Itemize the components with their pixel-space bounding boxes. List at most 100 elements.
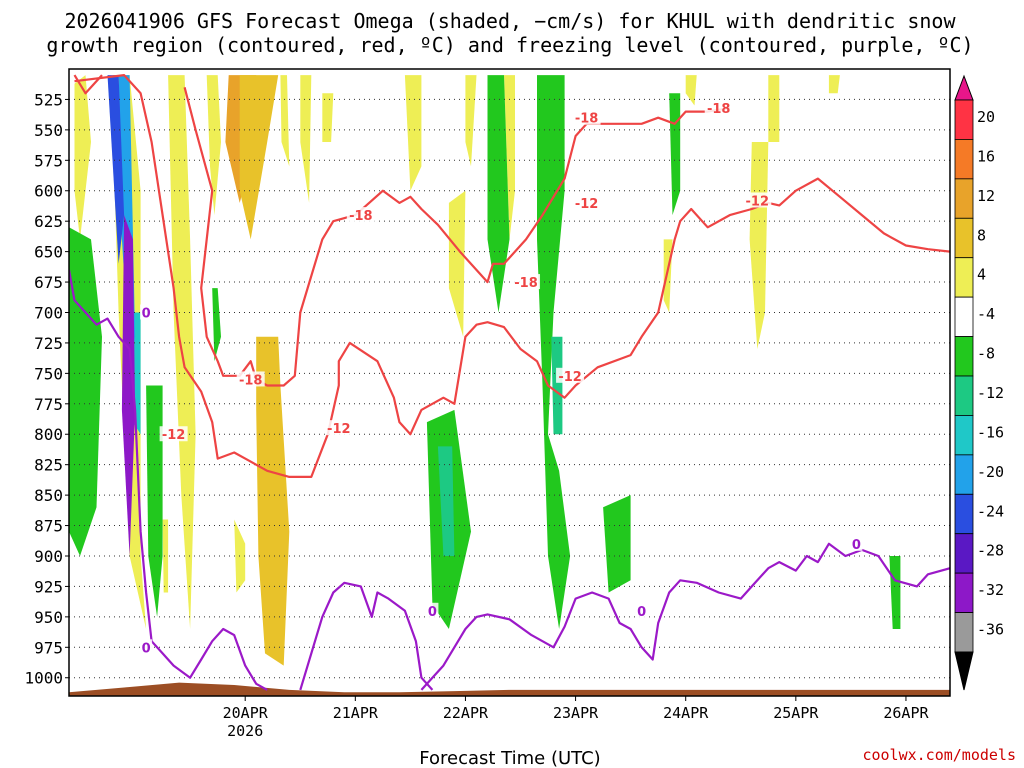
omega-region-22 (69, 227, 102, 557)
colorbar-tick--4: -4 (977, 305, 995, 323)
x-axis-title: Forecast Time (UTC) (419, 748, 600, 768)
y-tick-label-700: 700 (34, 303, 63, 322)
omega-region-20 (685, 75, 697, 106)
colorbar-swatch-5 (954, 296, 974, 337)
y-tick-label-850: 850 (34, 486, 63, 505)
y-tick-label-1000: 1000 (24, 669, 63, 688)
contour-label-0-1: 0 (142, 641, 151, 656)
colorbar-tick-8: 8 (977, 226, 986, 244)
colorbar-tick--24: -24 (977, 502, 1004, 520)
colorbar-swatch-6 (954, 336, 974, 377)
colorbar-swatch-1 (954, 139, 974, 180)
contour-label-bg--12-3 (572, 194, 601, 210)
omega-region-14 (404, 75, 422, 191)
y-axis-ticks: 525 550 575 600 625 650 675 700 725 750 775 800 825 8… (24, 90, 69, 688)
colorbar-tick--16: -16 (977, 423, 1004, 441)
contour-label--18-3: -18 (575, 112, 599, 127)
omega-region-6 (239, 75, 279, 240)
omega-region-19 (828, 75, 840, 94)
contour-label-bg-0-4 (850, 535, 863, 551)
colorbar-tick--32: -32 (977, 581, 1004, 599)
contour-label--18-1: -18 (349, 209, 373, 224)
omega-region-3 (206, 75, 221, 216)
contour-label--18-4: -18 (707, 102, 731, 117)
colorbar-swatch-4 (954, 257, 974, 298)
x-tick-sublabel-20APR: 2026 (227, 722, 263, 740)
omega-region-17 (749, 142, 769, 349)
colorbar-swatch-7 (954, 375, 974, 416)
omega-region-36 (121, 215, 136, 556)
colorbar-tick--36: -36 (977, 621, 1004, 639)
contour-0-1 (299, 581, 434, 691)
omega-region-4 (162, 519, 169, 593)
colorbar-tick-12: 12 (977, 187, 995, 205)
contour-label-bg--18-2 (512, 274, 541, 290)
x-tick-label-25APR: 25APR (773, 704, 819, 722)
colorbar: 20 16 12 8 4 -4 -8 -12 -16 -20 -24 -28 -32 -36 (954, 74, 1004, 691)
x-tick-label-23APR: 23APR (553, 704, 599, 722)
y-tick-label-825: 825 (34, 456, 63, 475)
colorbar-top-arrow (954, 74, 974, 101)
contour-label--12-4: -12 (746, 194, 770, 209)
terrain-ground (69, 682, 950, 696)
contour-label-0-3: 0 (637, 605, 646, 620)
y-tick-label-900: 900 (34, 547, 63, 566)
colorbar-tick--8: -8 (977, 345, 995, 363)
contour-label--12-3: -12 (575, 197, 599, 212)
contour-label-bg--18-0 (236, 371, 265, 387)
colorbar-swatch-10 (954, 493, 974, 535)
x-tick-label-22APR: 22APR (443, 704, 489, 722)
y-tick-label-550: 550 (34, 121, 63, 140)
y-tick-label-725: 725 (34, 334, 63, 353)
colorbar-tick--28: -28 (977, 542, 1004, 560)
omega-region-32 (551, 336, 563, 435)
y-tick-label-800: 800 (34, 425, 63, 444)
omega-region-27 (537, 75, 571, 630)
contour-label-bg--18-3 (572, 109, 601, 125)
colorbar-tick--12: -12 (977, 384, 1004, 402)
credit-link[interactable]: coolwx.com/models (862, 746, 1016, 764)
omega-region-30 (889, 556, 901, 629)
chart-title-line-1: 2026041906 GFS Forecast Omega (shaded, −… (64, 9, 956, 33)
contour-0-2 (420, 542, 950, 691)
omega-region-8 (280, 75, 290, 167)
omega-region-7 (300, 75, 312, 203)
contour-label-bg--18-1 (346, 207, 375, 223)
y-tick-label-875: 875 (34, 517, 63, 536)
colorbar-swatch-3 (954, 217, 974, 259)
omega-region-18 (768, 75, 780, 142)
y-tick-label-675: 675 (34, 273, 63, 292)
contour-label-0-4: 0 (852, 538, 861, 553)
y-tick-label-925: 925 (34, 577, 63, 596)
y-tick-label-650: 650 (34, 243, 63, 262)
contour-label--12-0: -12 (162, 428, 186, 443)
colorbar-bottom-arrow (954, 651, 974, 691)
omega-shading (69, 75, 901, 666)
omega-region-11 (256, 336, 290, 666)
y-tick-label-575: 575 (34, 151, 63, 170)
ground-fill (69, 682, 950, 696)
y-tick-label-775: 775 (34, 395, 63, 414)
colorbar-swatch-0 (954, 99, 974, 140)
colorbar-swatch-2 (954, 178, 974, 219)
y-tick-label-525: 525 (34, 90, 63, 109)
omega-region-29 (669, 93, 681, 216)
contour-label-0-2: 0 (428, 605, 437, 620)
contour-label-bg--12-0 (159, 426, 188, 442)
y-tick-label-950: 950 (34, 608, 63, 627)
colorbar-swatch-9 (954, 454, 974, 495)
colorbar-tick--20: -20 (977, 463, 1004, 481)
contour-label-bg--12-4 (743, 192, 772, 208)
y-tick-label-975: 975 (34, 638, 63, 657)
x-tick-label-21APR: 21APR (333, 704, 379, 722)
contour-label-bg--12-1 (324, 420, 353, 436)
omega-region-28 (603, 495, 631, 593)
x-tick-label-24APR: 24APR (663, 704, 709, 722)
omega-region-23 (146, 385, 163, 617)
y-tick-label-600: 600 (34, 182, 63, 201)
colorbar-swatch-13 (954, 612, 974, 653)
colorbar-swatch-12 (954, 572, 974, 613)
x-tick-label-20APR: 20APR (223, 704, 269, 722)
